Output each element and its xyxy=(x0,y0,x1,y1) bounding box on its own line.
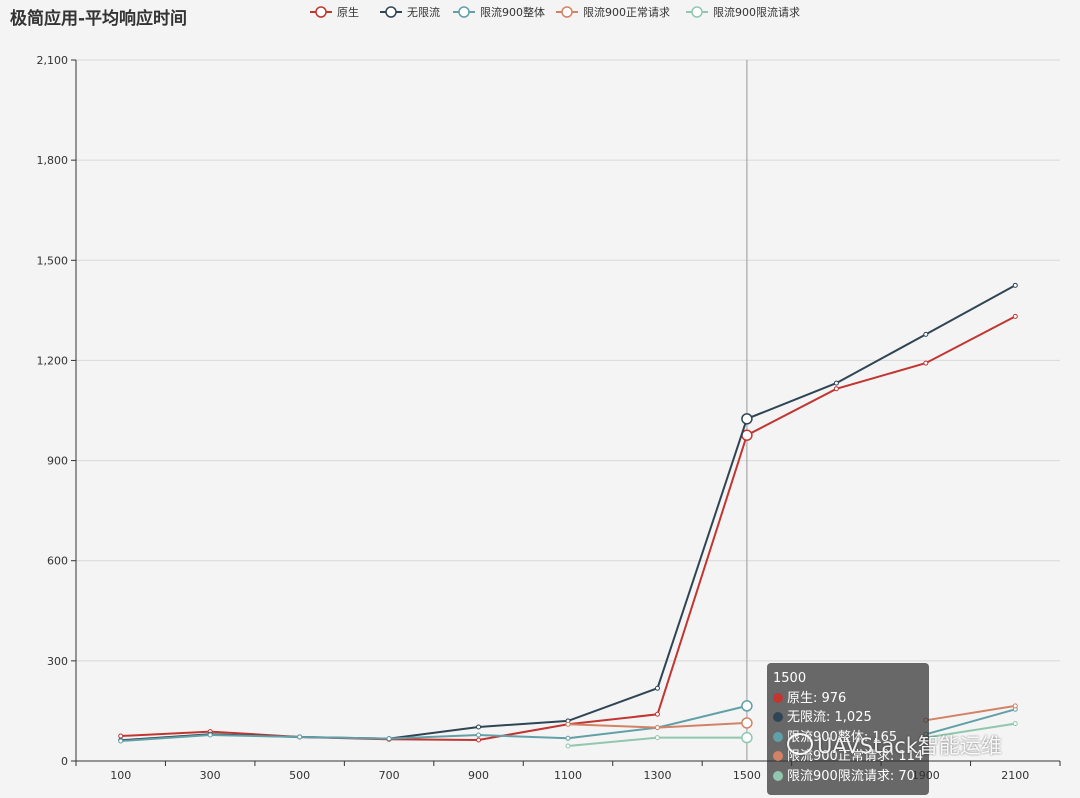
tooltip-entry: 原生: 976 xyxy=(773,689,923,709)
x-tick-label: 100 xyxy=(110,769,131,782)
tooltip-title: 1500 xyxy=(773,671,807,686)
x-tick-label: 2100 xyxy=(1001,769,1029,782)
x-tick-label: 1500 xyxy=(733,769,761,782)
data-point xyxy=(654,711,660,717)
data-point xyxy=(741,700,753,712)
tooltip-label: 限流900正常请求: xyxy=(787,749,899,764)
y-tick-label: 600 xyxy=(47,555,68,568)
legend-label: 限流900正常请求 xyxy=(583,5,670,19)
tooltip-label: 限流900限流请求: xyxy=(787,768,899,784)
tooltip-entry: 限流900限流请求: 70 xyxy=(773,767,923,787)
data-point xyxy=(923,331,929,337)
data-point xyxy=(654,725,660,731)
data-point xyxy=(1012,721,1018,727)
tooltip-label: 原生: xyxy=(787,690,822,706)
series-line xyxy=(120,704,1016,742)
legend[interactable]: 原生 无限流 限流900整体 限流900正常请求 限流900限流请求 xyxy=(310,5,800,19)
legend-label: 无限流 xyxy=(407,5,440,19)
legend-label: 限流900限流请求 xyxy=(713,5,800,19)
wechat-icon xyxy=(787,733,813,755)
x-tick-label: 1300 xyxy=(643,769,671,782)
data-point xyxy=(565,721,571,727)
tooltip-value: 165 xyxy=(872,729,898,745)
data-point xyxy=(654,685,660,691)
legend-marker xyxy=(385,6,397,18)
tooltip-dot xyxy=(773,751,783,761)
x-tick-label: 1100 xyxy=(554,769,582,782)
y-tick-label: 1,200 xyxy=(37,354,69,367)
data-point xyxy=(476,732,482,738)
tooltip-entry: 限流900正常请求: 114 xyxy=(773,747,923,767)
legend-marker xyxy=(315,6,327,18)
data-point xyxy=(654,735,660,741)
series-lines xyxy=(118,282,1018,749)
tooltip-label: 无限流: xyxy=(787,710,835,725)
tooltip-value: 114 xyxy=(898,749,924,764)
data-point xyxy=(923,360,929,366)
data-point xyxy=(1012,313,1018,319)
legend-marker xyxy=(458,6,470,18)
x-tick-label: 500 xyxy=(289,769,310,782)
grid-lines xyxy=(76,59,1060,662)
y-tick-label: 900 xyxy=(47,455,68,468)
data-point xyxy=(118,733,124,739)
data-point xyxy=(833,380,839,386)
tooltip-dot xyxy=(773,692,783,703)
data-point xyxy=(741,731,753,744)
data-point xyxy=(476,737,482,743)
y-tick-label: 2,100 xyxy=(37,54,69,67)
tooltip-value: 1,025 xyxy=(834,710,872,725)
tooltip-dot xyxy=(773,770,783,781)
y-tick-label: 1,800 xyxy=(37,154,69,167)
data-point xyxy=(833,386,839,392)
legend-label: 限流900整体 xyxy=(480,5,545,19)
chart-title: 极简应用-平均响应时间 xyxy=(10,9,188,29)
watermark-text: UAVStack智能运维 xyxy=(817,734,1002,758)
watermark: UAVStack智能运维 xyxy=(787,730,1002,760)
legend-marker xyxy=(561,6,573,18)
tooltip: 1500 原生: 976 无限流: 1,025 限流900整体: 165 限流900正… xyxy=(767,663,929,795)
tooltip-dot xyxy=(773,731,783,742)
data-point xyxy=(297,734,303,740)
data-point xyxy=(476,724,482,730)
tooltip-entry: 无限流: 1,025 xyxy=(773,708,923,728)
tooltip-value: 70 xyxy=(898,768,915,784)
tooltip-value: 976 xyxy=(821,690,847,706)
data-point xyxy=(741,717,753,729)
tooltip-dot xyxy=(773,712,783,722)
data-point xyxy=(741,413,753,425)
y-tick-label: 0 xyxy=(61,755,68,768)
data-point xyxy=(386,736,392,742)
data-point xyxy=(565,743,571,749)
y-tick-label: 1,500 xyxy=(37,254,69,267)
y-tick-label: 300 xyxy=(47,655,68,668)
data-point xyxy=(565,735,571,741)
x-tick-label: 700 xyxy=(379,769,400,782)
x-tick-label: 300 xyxy=(200,769,221,782)
data-point xyxy=(1012,703,1018,709)
data-point xyxy=(1012,282,1018,288)
data-point xyxy=(207,732,213,738)
data-point xyxy=(118,738,124,744)
x-tick-label: 900 xyxy=(468,769,489,782)
legend-label: 原生 xyxy=(337,5,359,19)
legend-marker xyxy=(691,6,703,18)
